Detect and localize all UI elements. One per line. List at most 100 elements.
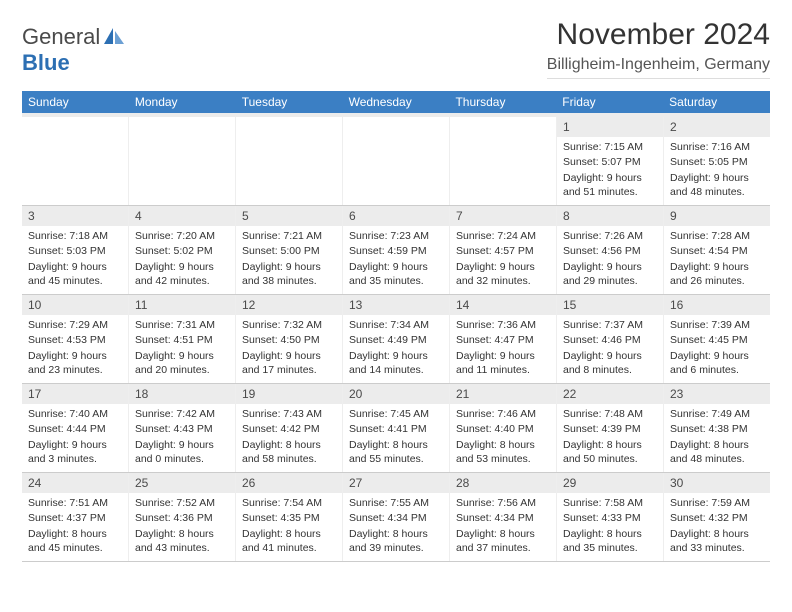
sunrise-text: Sunrise: 7:42 AM bbox=[135, 407, 229, 421]
header: GeneralBlue November 2024 Billigheim-Ing… bbox=[22, 18, 770, 79]
logo-text-general: General bbox=[22, 24, 100, 49]
day-number: 16 bbox=[664, 295, 770, 315]
daylight-text: Daylight: 9 hours and 23 minutes. bbox=[28, 349, 122, 377]
daylight-text: Daylight: 9 hours and 8 minutes. bbox=[563, 349, 657, 377]
sunrise-text: Sunrise: 7:54 AM bbox=[242, 496, 336, 510]
day-body: Sunrise: 7:43 AMSunset: 4:42 PMDaylight:… bbox=[236, 404, 342, 472]
weekday-label: Tuesday bbox=[236, 91, 343, 113]
daylight-text: Daylight: 9 hours and 20 minutes. bbox=[135, 349, 229, 377]
day-cell: 15Sunrise: 7:37 AMSunset: 4:46 PMDayligh… bbox=[557, 295, 664, 383]
day-cell: 20 Sunrise: 7:45 AMSunset: 4:41 PM Dayligh… bbox=[343, 384, 450, 472]
day-cell: 12Sunrise: 7:32 AMSunset: 4:50 PMDayligh… bbox=[236, 295, 343, 383]
day-number: 4 bbox=[129, 206, 235, 226]
daylight-text: Daylight: 9 hours and 0 minutes. bbox=[135, 438, 229, 466]
day-cell: . bbox=[22, 117, 129, 205]
day-number: 12 bbox=[236, 295, 342, 315]
sunset-text: Sunset: 4:38 PM bbox=[670, 422, 764, 436]
weekday-label: Monday bbox=[129, 91, 236, 113]
day-body: Sunrise: 7:39 AMSunset: 4:45 PMDaylight:… bbox=[664, 315, 770, 383]
week-row: 3Sunrise: 7:18 AMSunset: 5:03 PMDaylight… bbox=[22, 206, 770, 295]
day-number: 6 bbox=[343, 206, 449, 226]
sunset-text: Sunset: 5:00 PM bbox=[242, 244, 336, 258]
day-cell: 8Sunrise: 7:26 AMSunset: 4:56 PMDaylight… bbox=[557, 206, 664, 294]
week-row: 10Sunrise: 7:29 AMSunset: 4:53 PMDayligh… bbox=[22, 295, 770, 384]
sunrise-text: Sunrise: 7:37 AM bbox=[563, 318, 657, 332]
sunset-text: Sunset: 4:41 PM bbox=[349, 422, 443, 436]
day-number: 26 bbox=[236, 473, 342, 493]
sunset-text: Sunset: 5:05 PM bbox=[670, 155, 764, 169]
day-body: Sunrise: 7:26 AMSunset: 4:56 PMDaylight:… bbox=[557, 226, 663, 294]
day-number: 13 bbox=[343, 295, 449, 315]
day-number: 8 bbox=[557, 206, 663, 226]
daylight-text: Daylight: 9 hours and 51 minutes. bbox=[563, 171, 657, 199]
sunrise-text: Sunrise: 7:40 AM bbox=[28, 407, 122, 421]
sunset-text: Sunset: 4:35 PM bbox=[242, 511, 336, 525]
daylight-text: Daylight: 8 hours and 35 minutes. bbox=[563, 527, 657, 555]
day-body: Sunrise: 7:56 AMSunset: 4:34 PMDaylight:… bbox=[450, 493, 556, 561]
day-number: 30 bbox=[664, 473, 770, 493]
day-number: 25 bbox=[129, 473, 235, 493]
logo: GeneralBlue bbox=[22, 24, 124, 76]
sunset-text: Sunset: 4:44 PM bbox=[28, 422, 122, 436]
daylight-text: Daylight: 9 hours and 32 minutes. bbox=[456, 260, 550, 288]
day-cell: 3Sunrise: 7:18 AMSunset: 5:03 PMDaylight… bbox=[22, 206, 129, 294]
day-cell: 14Sunrise: 7:36 AMSunset: 4:47 PMDayligh… bbox=[450, 295, 557, 383]
daylight-text: Daylight: 9 hours and 42 minutes. bbox=[135, 260, 229, 288]
sunset-text: Sunset: 4:32 PM bbox=[670, 511, 764, 525]
week-row: 17Sunrise: 7:40 AMSunset: 4:44 PMDayligh… bbox=[22, 384, 770, 473]
daylight-text: Daylight: 8 hours and 53 minutes. bbox=[456, 438, 550, 466]
day-cell: . bbox=[343, 117, 450, 205]
day-body: Sunrise: 7:49 AMSunset: 4:38 PMDaylight:… bbox=[664, 404, 770, 472]
day-cell: 24Sunrise: 7:51 AMSunset: 4:37 PMDayligh… bbox=[22, 473, 129, 561]
sunrise-text: Sunrise: 7:18 AM bbox=[28, 229, 122, 243]
day-cell: 9Sunrise: 7:28 AMSunset: 4:54 PMDaylight… bbox=[664, 206, 770, 294]
day-body: Sunrise: 7:40 AMSunset: 4:44 PMDaylight:… bbox=[22, 404, 128, 472]
day-number: 7 bbox=[450, 206, 556, 226]
daylight-text: Daylight: 8 hours and 45 minutes. bbox=[28, 527, 122, 555]
sunrise-text: Sunrise: 7:36 AM bbox=[456, 318, 550, 332]
daylight-text: Daylight: 8 hours and 55 minutes. bbox=[349, 438, 443, 466]
sunset-text: Sunset: 4:37 PM bbox=[28, 511, 122, 525]
weekday-header: SundayMondayTuesdayWednesdayThursdayFrid… bbox=[22, 91, 770, 113]
day-number: 28 bbox=[450, 473, 556, 493]
sunrise-text: Sunrise: 7:49 AM bbox=[670, 407, 764, 421]
day-number: 10 bbox=[22, 295, 128, 315]
day-number: 29 bbox=[557, 473, 663, 493]
day-number: 20 bbox=[343, 384, 449, 404]
daylight-text: Daylight: 9 hours and 29 minutes. bbox=[563, 260, 657, 288]
day-cell: 6Sunrise: 7:23 AMSunset: 4:59 PMDaylight… bbox=[343, 206, 450, 294]
sunrise-text: Sunrise: 7:20 AM bbox=[135, 229, 229, 243]
week-row: 24Sunrise: 7:51 AMSunset: 4:37 PMDayligh… bbox=[22, 473, 770, 562]
weekday-label: Thursday bbox=[449, 91, 556, 113]
day-number: 1 bbox=[557, 117, 663, 137]
day-number: 14 bbox=[450, 295, 556, 315]
sunrise-text: Sunrise: 7:21 AM bbox=[242, 229, 336, 243]
day-body: Sunrise: 7:42 AMSunset: 4:43 PMDaylight:… bbox=[129, 404, 235, 472]
weekday-label: Wednesday bbox=[343, 91, 450, 113]
day-cell: 26Sunrise: 7:54 AMSunset: 4:35 PMDayligh… bbox=[236, 473, 343, 561]
weeks-container: .....1Sunrise: 7:15 AMSunset: 5:07 PMDay… bbox=[22, 117, 770, 562]
day-body: Sunrise: 7:34 AMSunset: 4:49 PMDaylight:… bbox=[343, 315, 449, 383]
sunrise-text: Sunrise: 7:46 AM bbox=[456, 407, 550, 421]
day-body: Sunrise: 7:32 AMSunset: 4:50 PMDaylight:… bbox=[236, 315, 342, 383]
daylight-text: Daylight: 9 hours and 35 minutes. bbox=[349, 260, 443, 288]
day-number: 22 bbox=[557, 384, 663, 404]
daylight-text: Daylight: 9 hours and 14 minutes. bbox=[349, 349, 443, 377]
sunrise-text: Sunrise: 7:45 AM bbox=[349, 407, 443, 421]
day-cell: 29Sunrise: 7:58 AMSunset: 4:33 PMDayligh… bbox=[557, 473, 664, 561]
calendar: SundayMondayTuesdayWednesdayThursdayFrid… bbox=[22, 91, 770, 562]
day-cell: 5Sunrise: 7:21 AMSunset: 5:00 PMDaylight… bbox=[236, 206, 343, 294]
sunrise-text: Sunrise: 7:34 AM bbox=[349, 318, 443, 332]
day-body: Sunrise: 7:24 AMSunset: 4:57 PMDaylight:… bbox=[450, 226, 556, 294]
logo-text: GeneralBlue bbox=[22, 24, 124, 76]
day-cell: 4Sunrise: 7:20 AMSunset: 5:02 PMDaylight… bbox=[129, 206, 236, 294]
sunset-text: Sunset: 5:07 PM bbox=[563, 155, 657, 169]
day-cell: 16Sunrise: 7:39 AMSunset: 4:45 PMDayligh… bbox=[664, 295, 770, 383]
logo-text-blue: Blue bbox=[22, 50, 70, 75]
sunrise-text: Sunrise: 7:31 AM bbox=[135, 318, 229, 332]
week-row: .....1Sunrise: 7:15 AMSunset: 5:07 PMDay… bbox=[22, 117, 770, 206]
day-number: 2 bbox=[664, 117, 770, 137]
day-body: Sunrise: 7:36 AMSunset: 4:47 PMDaylight:… bbox=[450, 315, 556, 383]
sunset-text: Sunset: 5:03 PM bbox=[28, 244, 122, 258]
weekday-label: Sunday bbox=[22, 91, 129, 113]
